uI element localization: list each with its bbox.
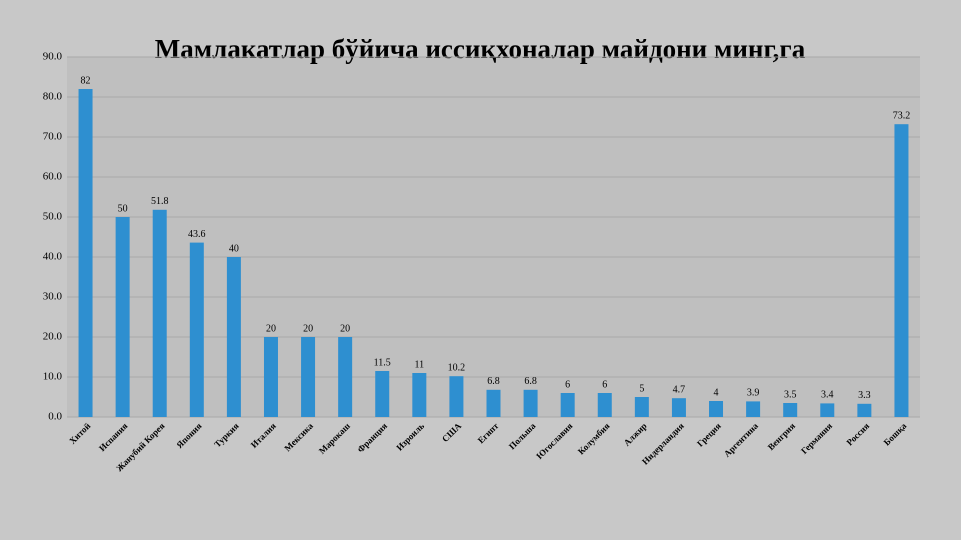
y-tick-label: 90.0 [43, 51, 63, 63]
value-label: 6 [602, 379, 607, 390]
bar [634, 397, 649, 417]
bar [412, 373, 427, 417]
bar [894, 124, 909, 417]
value-label: 20 [266, 323, 276, 334]
y-tick-label: 30.0 [43, 291, 63, 303]
bar [671, 398, 686, 417]
bar [338, 337, 353, 417]
bar [746, 401, 761, 417]
bar [78, 89, 93, 417]
value-label: 51.8 [151, 196, 169, 207]
bar [152, 209, 167, 417]
value-label: 3.9 [747, 388, 760, 399]
y-tick-label: 80.0 [43, 91, 63, 103]
y-tick-label: 40.0 [43, 251, 63, 263]
bar [486, 389, 501, 417]
bar [115, 217, 130, 417]
value-label: 6.8 [524, 376, 537, 387]
value-label: 43.6 [188, 229, 206, 240]
bar [189, 242, 204, 417]
y-tick-label: 10.0 [43, 371, 63, 383]
value-label: 20 [340, 323, 350, 334]
bar [857, 403, 872, 417]
y-tick-label: 70.0 [43, 131, 63, 143]
value-label: 4 [714, 387, 719, 398]
value-label: 3.5 [784, 389, 797, 400]
bar [560, 393, 575, 417]
y-tick-label: 50.0 [43, 211, 63, 223]
value-label: 73.2 [893, 110, 911, 121]
value-label: 3.3 [858, 390, 871, 401]
bar [263, 337, 278, 417]
value-label: 11.5 [374, 357, 391, 368]
value-label: 3.4 [821, 390, 834, 401]
value-label: 50 [118, 203, 128, 214]
bar [226, 257, 241, 417]
bar [783, 403, 798, 417]
bar [597, 393, 612, 417]
value-label: 5 [639, 383, 644, 394]
y-tick-label: 20.0 [43, 331, 63, 343]
value-label: 40 [229, 243, 239, 254]
y-tick-label: 0.0 [48, 411, 62, 423]
bar [523, 389, 538, 417]
bar [449, 376, 464, 417]
value-label: 20 [303, 323, 313, 334]
bar [375, 371, 390, 417]
y-tick-label: 60.0 [43, 171, 63, 183]
bar [709, 401, 724, 417]
value-label: 6 [565, 379, 570, 390]
value-label: 11 [415, 359, 425, 370]
plot-area [67, 57, 920, 417]
value-label: 6.8 [487, 376, 500, 387]
chart-title: Мамлакатлар бўйича иссиқхоналар майдони … [155, 34, 806, 64]
value-label: 4.7 [673, 384, 686, 395]
value-label: 82 [81, 75, 91, 86]
bar [301, 337, 316, 417]
bar [820, 403, 835, 417]
value-label: 10.2 [448, 362, 466, 373]
